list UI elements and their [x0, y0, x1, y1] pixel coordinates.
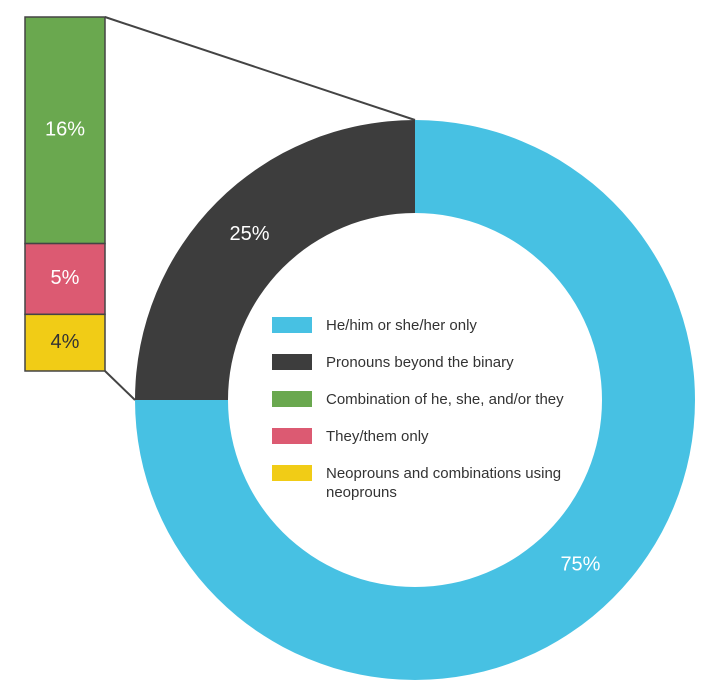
legend-swatch [272, 354, 312, 370]
breakdown-bar [24, 16, 106, 245]
legend-swatch [272, 428, 312, 444]
legend-item: Pronouns beyond the binary [272, 353, 572, 372]
value-label: 25% [230, 223, 270, 245]
connector [104, 370, 136, 401]
value-label: 75% [560, 554, 600, 576]
donut-slice [135, 120, 415, 400]
legend-label: They/them only [326, 428, 429, 445]
legend-item: They/them only [272, 427, 572, 446]
breakdown-bar [24, 313, 106, 372]
legend-label: Neoprouns and combinations using neoprou… [326, 465, 562, 501]
connector [104, 16, 416, 121]
value-label: 16% [45, 119, 85, 141]
value-label: 4% [51, 331, 80, 353]
legend-swatch [272, 391, 312, 407]
legend-label: Combination of he, she, and/or they [326, 391, 564, 408]
legend-item: Neoprouns and combinations using neoprou… [272, 464, 572, 502]
value-label: 5% [51, 267, 80, 289]
legend-swatch [272, 465, 312, 481]
legend-item: Combination of he, she, and/or they [272, 390, 572, 409]
legend-label: Pronouns beyond the binary [326, 354, 514, 371]
legend-swatch [272, 317, 312, 333]
donut-slice [135, 120, 695, 680]
legend: He/him or she/her only Pronouns beyond th… [272, 316, 572, 520]
legend-item: He/him or she/her only [272, 316, 572, 335]
legend-label: He/him or she/her only [326, 317, 477, 334]
